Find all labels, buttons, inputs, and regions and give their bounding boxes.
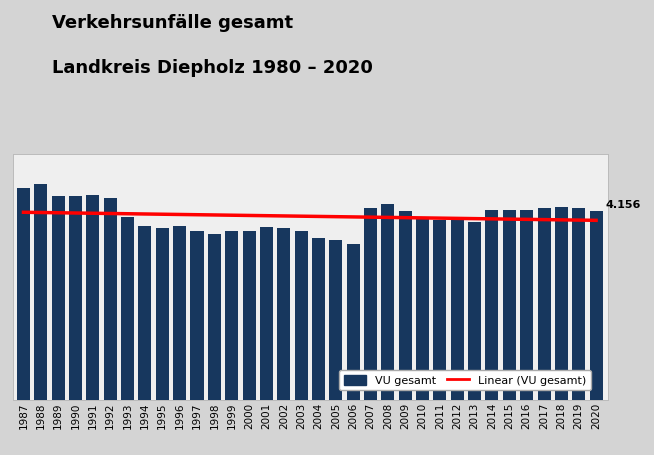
Bar bbox=[381, 205, 394, 400]
Bar bbox=[503, 210, 516, 400]
Bar bbox=[330, 241, 342, 400]
Bar bbox=[121, 217, 134, 400]
Bar bbox=[468, 222, 481, 400]
Legend: VU gesamt, Linear (VU gesamt): VU gesamt, Linear (VU gesamt) bbox=[339, 370, 591, 390]
Bar bbox=[69, 197, 82, 400]
Bar bbox=[434, 220, 447, 400]
Bar bbox=[34, 184, 47, 400]
Bar bbox=[485, 210, 498, 400]
Bar bbox=[260, 228, 273, 400]
Bar bbox=[104, 199, 117, 400]
Bar bbox=[139, 227, 152, 400]
Bar bbox=[451, 219, 464, 400]
Bar bbox=[294, 231, 307, 400]
Text: Landkreis Diepholz 1980 – 2020: Landkreis Diepholz 1980 – 2020 bbox=[52, 59, 373, 77]
Text: 4.156: 4.156 bbox=[606, 200, 641, 210]
Bar bbox=[225, 232, 238, 400]
Bar bbox=[277, 229, 290, 400]
Bar bbox=[173, 226, 186, 400]
Bar bbox=[312, 239, 325, 400]
Bar bbox=[364, 208, 377, 400]
Bar bbox=[86, 196, 99, 400]
Bar bbox=[416, 218, 429, 400]
Bar bbox=[17, 189, 30, 400]
Bar bbox=[520, 211, 533, 400]
Bar bbox=[52, 197, 65, 400]
Bar bbox=[208, 235, 221, 400]
Bar bbox=[572, 208, 585, 400]
Bar bbox=[156, 228, 169, 400]
Bar bbox=[538, 209, 551, 400]
Text: Verkehrsunfälle gesamt: Verkehrsunfälle gesamt bbox=[52, 14, 294, 31]
Bar bbox=[243, 231, 256, 400]
Bar bbox=[555, 207, 568, 400]
Bar bbox=[190, 231, 203, 400]
Bar bbox=[589, 211, 602, 400]
Bar bbox=[399, 212, 412, 400]
Bar bbox=[347, 245, 360, 400]
